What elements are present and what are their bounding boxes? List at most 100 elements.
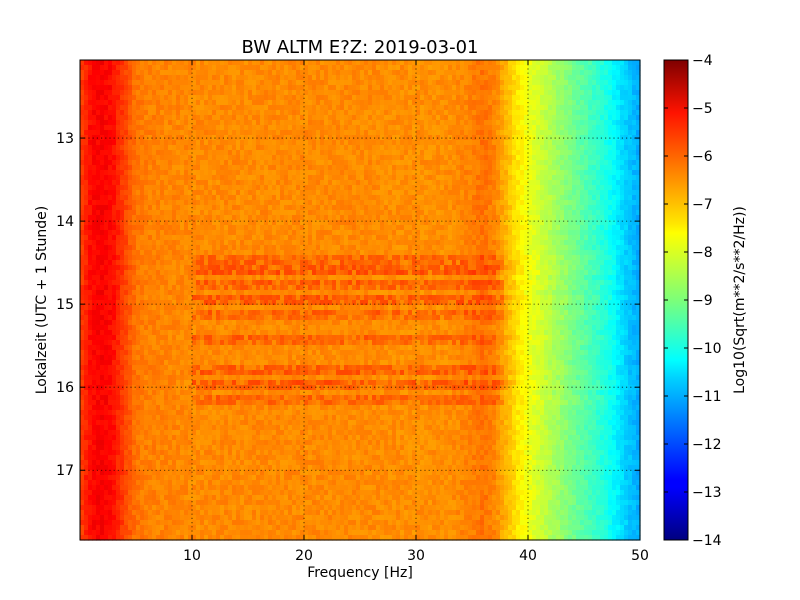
- heatmap-cell: [340, 95, 345, 101]
- heatmap-cell: [532, 200, 537, 206]
- heatmap-cell: [628, 75, 633, 81]
- heatmap-cell: [160, 170, 165, 176]
- heatmap-cell: [392, 80, 397, 86]
- heatmap-cell: [472, 140, 477, 146]
- heatmap-cell: [564, 90, 569, 96]
- heatmap-cell: [100, 120, 105, 126]
- heatmap-cell: [176, 95, 181, 101]
- heatmap-cell: [96, 80, 101, 86]
- heatmap-cell: [192, 165, 197, 171]
- heatmap-cell: [584, 200, 589, 206]
- heatmap-cell: [224, 135, 229, 141]
- heatmap-cell: [156, 185, 161, 191]
- heatmap-cell: [268, 200, 273, 206]
- heatmap-cell: [84, 135, 89, 141]
- heatmap-cell: [624, 105, 629, 111]
- heatmap-cell: [340, 175, 345, 181]
- heatmap-cell: [328, 95, 333, 101]
- heatmap-cell: [248, 65, 253, 71]
- heatmap-cell: [240, 85, 245, 91]
- heatmap-cell: [444, 195, 449, 201]
- heatmap-cell: [372, 125, 377, 131]
- heatmap-cell: [560, 195, 565, 201]
- heatmap-cell: [380, 115, 385, 121]
- heatmap-cell: [472, 190, 477, 196]
- heatmap-cell: [604, 120, 609, 126]
- heatmap-cell: [356, 80, 361, 86]
- heatmap-cell: [600, 200, 605, 206]
- heatmap-cell: [312, 70, 317, 76]
- heatmap-cell: [600, 160, 605, 166]
- heatmap-cell: [432, 215, 437, 221]
- heatmap-cell: [144, 205, 149, 211]
- heatmap-cell: [84, 235, 89, 241]
- heatmap-cell: [308, 75, 313, 81]
- heatmap-cell: [468, 130, 473, 136]
- heatmap-cell: [180, 135, 185, 141]
- heatmap-cell: [292, 180, 297, 186]
- heatmap-cell: [404, 90, 409, 96]
- heatmap-cell: [604, 155, 609, 161]
- heatmap-cell: [128, 180, 133, 186]
- heatmap-cell: [324, 125, 329, 131]
- heatmap-cell: [160, 205, 165, 211]
- heatmap-cell: [288, 160, 293, 166]
- heatmap-cell: [352, 235, 357, 241]
- heatmap-cell: [500, 230, 505, 236]
- heatmap-cell: [204, 150, 209, 156]
- heatmap-cell: [112, 85, 117, 91]
- heatmap-cell: [192, 85, 197, 91]
- heatmap-cell: [476, 230, 481, 236]
- heatmap-cell: [516, 190, 521, 196]
- heatmap-cell: [516, 75, 521, 81]
- heatmap-cell: [432, 175, 437, 181]
- heatmap-cell: [632, 220, 637, 226]
- heatmap-cell: [232, 180, 237, 186]
- heatmap-cell: [328, 90, 333, 96]
- heatmap-cell: [124, 130, 129, 136]
- heatmap-cell: [500, 110, 505, 116]
- heatmap-cell: [220, 125, 225, 131]
- heatmap-cell: [616, 175, 621, 181]
- heatmap-cell: [244, 195, 249, 201]
- heatmap-cell: [380, 215, 385, 221]
- heatmap-cell: [160, 105, 165, 111]
- heatmap-cell: [492, 175, 497, 181]
- heatmap-cell: [376, 230, 381, 236]
- heatmap-cell: [236, 145, 241, 151]
- heatmap-cell: [248, 60, 253, 66]
- heatmap-cell: [492, 130, 497, 136]
- heatmap-cell: [584, 190, 589, 196]
- heatmap-cell: [240, 140, 245, 146]
- heatmap-cell: [624, 120, 629, 126]
- heatmap-cell: [340, 220, 345, 226]
- heatmap-cell: [284, 110, 289, 116]
- heatmap-cell: [404, 65, 409, 71]
- heatmap-cell: [388, 125, 393, 131]
- heatmap-cell: [544, 165, 549, 171]
- heatmap-cell: [308, 165, 313, 171]
- heatmap-cell: [248, 170, 253, 176]
- heatmap-cell: [264, 205, 269, 211]
- heatmap-cell: [600, 165, 605, 171]
- heatmap-cell: [520, 155, 525, 161]
- heatmap-cell: [320, 115, 325, 121]
- heatmap-cell: [388, 65, 393, 71]
- heatmap-cell: [108, 225, 113, 231]
- heatmap-cell: [612, 130, 617, 136]
- heatmap-cell: [272, 205, 277, 211]
- heatmap-cell: [596, 75, 601, 81]
- heatmap-cell: [104, 150, 109, 156]
- heatmap-cell: [384, 215, 389, 221]
- heatmap-cell: [428, 115, 433, 121]
- heatmap-cell: [592, 135, 597, 141]
- heatmap-cell: [520, 105, 525, 111]
- heatmap-cell: [592, 220, 597, 226]
- heatmap-cell: [568, 185, 573, 191]
- heatmap-cell: [524, 230, 529, 236]
- heatmap-cell: [168, 215, 173, 221]
- heatmap-cell: [172, 205, 177, 211]
- heatmap-cell: [176, 130, 181, 136]
- heatmap-cell: [304, 165, 309, 171]
- heatmap-cell: [252, 65, 257, 71]
